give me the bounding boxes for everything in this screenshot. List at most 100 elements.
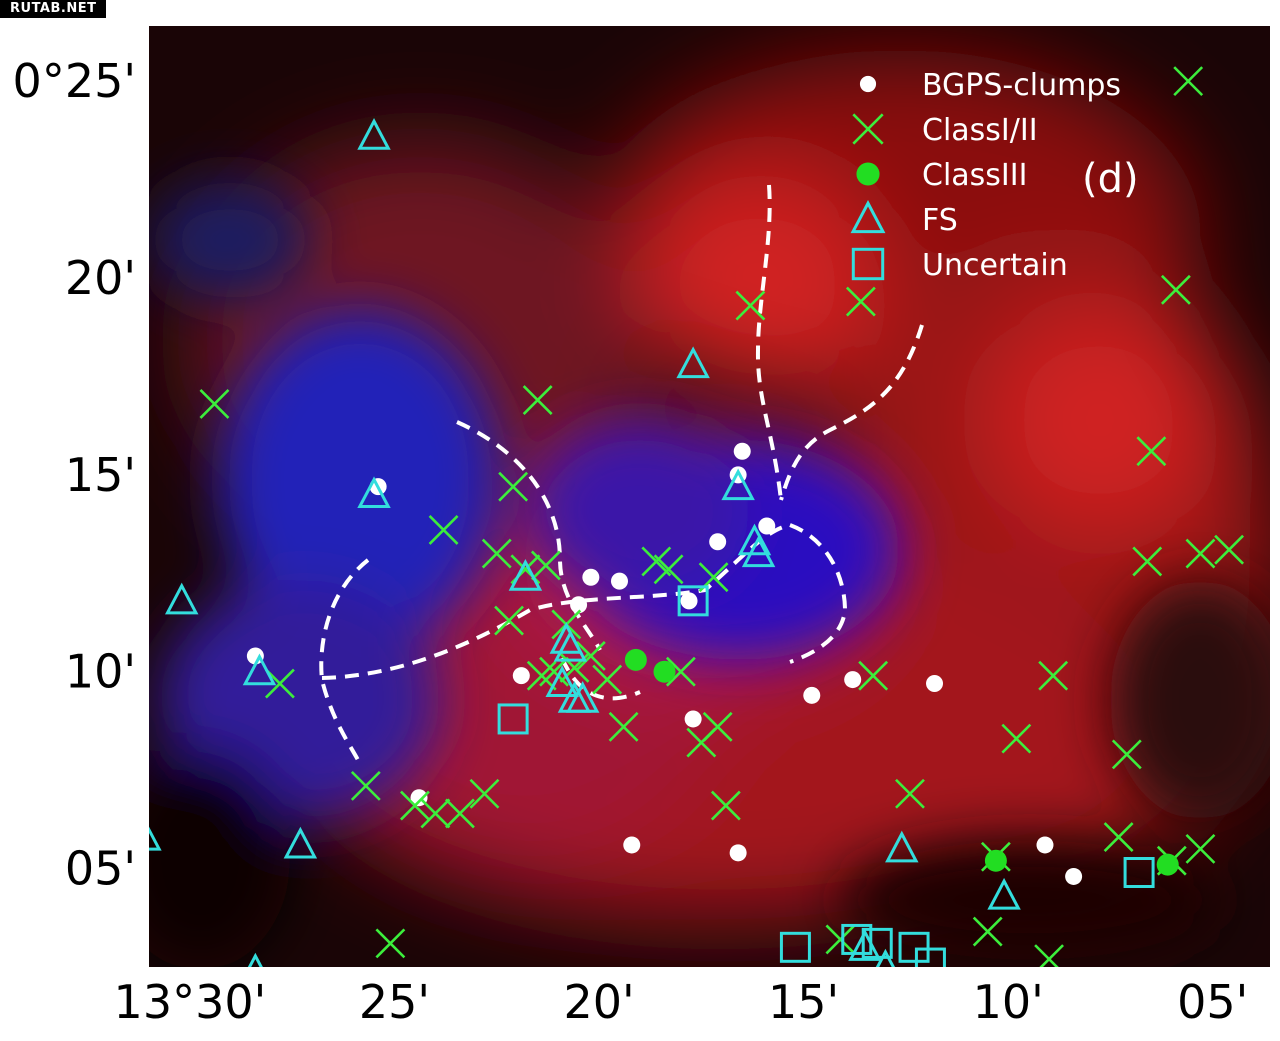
legend-item: ClassI/II [852,113,1038,148]
bgps-clump-marker [570,596,588,614]
x-tick-label: 13°30' [114,975,267,1029]
class-iii-marker [1156,853,1179,876]
legend-marker-x [852,113,884,145]
bgps-clump-marker [1036,836,1054,854]
fs-marker [565,681,600,713]
fs-marker [875,948,896,967]
class-i-ii-marker [265,668,295,699]
class-i-ii-marker [1173,66,1204,97]
class-i-ii-marker [375,928,406,959]
bgps-clump-marker [758,517,776,535]
class-i-ii-marker [494,605,524,636]
class-i-ii-marker [350,770,381,801]
class-i-ii-marker [1185,538,1216,569]
legend-label: Uncertain [922,248,1068,283]
filament-line [779,324,924,501]
fs-marker [149,826,162,851]
class-i-ii-marker [199,389,230,419]
legend-marker-filled-dot [856,162,880,186]
class-i-ii-marker [1111,739,1142,770]
class-i-ii-marker [575,641,606,671]
class-i-ii-marker [481,538,512,569]
fs-marker [741,535,776,568]
series-filled-dot [624,648,1179,876]
class-i-ii-marker [972,916,1003,947]
bgps-clump-marker [926,675,944,693]
legend-item: ClassIII [856,158,1027,193]
class-i-ii-marker [710,790,741,821]
bgps-clump-marker [729,844,747,862]
x-tick-label: 15' [768,975,839,1029]
legend-label: FS [922,203,958,238]
uncertain-marker [914,947,946,967]
class-iii-marker [984,849,1007,872]
filament-lines [319,184,924,761]
legend-marker-triangle [850,200,886,234]
uncertain-marker [898,931,930,963]
bgps-clump-marker [623,836,641,854]
legend-label: ClassIII [922,158,1027,193]
class-i-ii-marker [526,660,557,691]
filament-line [456,420,602,651]
x-tick-label: 10' [973,975,1044,1029]
class-i-ii-marker [653,554,684,585]
fs-marker [283,826,318,859]
y-tick-label: 05' [65,842,136,896]
uncertain-marker [1123,857,1155,889]
class-i-ii-marker [1160,274,1191,305]
filament-line [321,523,791,680]
x-tick-label: 25' [359,975,430,1029]
class-i-ii-marker [469,778,500,809]
bgps-clump-marker [1065,867,1083,885]
class-i-ii-marker [1001,723,1032,754]
legend-item: Uncertain [851,247,1068,283]
filament-line [755,184,783,501]
fs-marker [885,830,919,863]
class-i-ii-marker [445,798,475,829]
series-x [199,66,1245,967]
bgps-clump-marker [582,568,600,586]
rgb-composite-image [149,26,1270,967]
y-tick-label: 20' [65,251,136,305]
legend-marker-dot [859,75,877,93]
watermark: RUTAB.NET [0,0,107,18]
class-i-ii-marker [1214,534,1245,565]
class-i-ii-marker [608,711,639,742]
fs-marker [357,118,391,150]
bgps-clump-marker [844,671,862,689]
class-iii-marker [624,648,647,671]
class-i-ii-marker [665,656,696,687]
legend-marker-square [851,247,885,281]
panel-label: (d) [1082,156,1139,202]
uncertain-marker [861,927,893,959]
bgps-clump-marker [610,572,628,590]
class-i-ii-marker [498,471,529,502]
bgps-clump-marker [680,592,698,610]
class-i-ii-marker [400,790,430,821]
legend-label: BGPS-clumps [922,68,1121,103]
x-tick-label: 20' [563,975,634,1029]
class-i-ii-marker [895,778,925,809]
legend: BGPS-clumps ClassI/II ClassIII FS Uncertain [850,68,1121,283]
class-i-ii-marker [686,727,717,758]
fs-marker [676,346,710,379]
class-i-ii-marker [522,385,553,415]
filament-line [789,523,848,664]
fs-marker [553,629,588,662]
class-i-ii-marker [858,660,889,691]
class-i-ii-marker [735,290,766,321]
class-i-ii-marker [428,515,459,545]
bgps-clump-marker [512,667,530,685]
x-tick-label: 05' [1177,975,1248,1029]
fs-marker [545,665,579,698]
bgps-clump-marker [684,710,702,728]
class-i-ii-marker [1038,660,1069,691]
y-tick-label: 10' [65,645,136,699]
bgps-clump-marker [733,442,751,460]
legend-label: ClassI/II [922,113,1038,148]
class-i-ii-marker [1103,822,1134,852]
class-iii-marker [653,660,676,683]
fs-marker [164,582,199,615]
fs-marker [987,877,1021,910]
